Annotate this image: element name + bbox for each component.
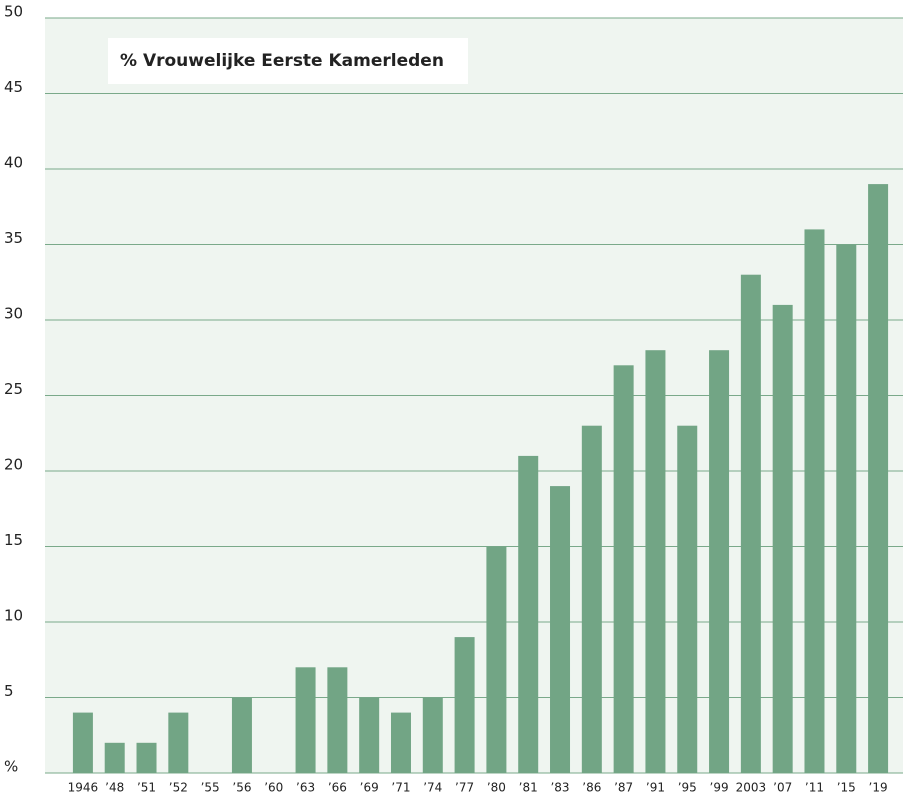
x-tick-label: ’07 — [773, 781, 792, 795]
x-tick-label: ’52 — [169, 781, 188, 795]
y-tick-label: 40 — [4, 154, 23, 172]
y-tick-label: % — [4, 758, 18, 776]
bar — [72, 712, 93, 773]
x-tick-label: ’99 — [710, 781, 729, 795]
bar — [868, 184, 889, 774]
x-tick-label: ’60 — [264, 781, 283, 795]
bar — [677, 425, 698, 773]
x-tick-label: ’80 — [487, 781, 506, 795]
x-tick-label: 1946 — [68, 781, 99, 795]
bar — [422, 697, 443, 773]
bar — [613, 365, 634, 773]
bar — [836, 244, 857, 773]
bar — [550, 486, 571, 773]
bar — [709, 350, 730, 773]
x-tick-label: ’19 — [869, 781, 888, 795]
x-tick-label: ’83 — [550, 781, 569, 795]
y-tick-label: 15 — [4, 531, 23, 549]
bar — [740, 274, 761, 773]
x-tick-label: ’51 — [137, 781, 156, 795]
chart-title: % Vrouwelijke Eerste Kamerleden — [120, 51, 444, 71]
x-tick-label: ’66 — [328, 781, 347, 795]
x-tick-label: ’81 — [519, 781, 538, 795]
y-tick-label: 25 — [4, 380, 23, 398]
x-tick-label: 2003 — [736, 781, 767, 795]
x-tick-label: ’95 — [678, 781, 697, 795]
x-tick-label: ’69 — [360, 781, 379, 795]
x-tick-label: ’71 — [391, 781, 410, 795]
bar — [327, 667, 348, 773]
bar — [168, 712, 189, 773]
x-tick-label: ’74 — [423, 781, 442, 795]
bar — [295, 667, 316, 773]
y-tick-label: 5 — [4, 682, 14, 700]
x-tick-label: ’77 — [455, 781, 474, 795]
y-tick-label: 10 — [4, 607, 23, 625]
x-tick-label: ’55 — [201, 781, 220, 795]
y-tick-label: 20 — [4, 456, 23, 474]
x-tick-label: ’87 — [614, 781, 633, 795]
y-tick-label: 35 — [4, 229, 23, 247]
bar — [136, 742, 157, 773]
x-tick-label: ’91 — [646, 781, 665, 795]
x-tick-label: ’11 — [805, 781, 824, 795]
x-tick-label: ’48 — [105, 781, 124, 795]
bar — [645, 350, 666, 773]
y-tick-label: 30 — [4, 305, 23, 323]
x-tick-label: ’15 — [837, 781, 856, 795]
y-tick-label: 45 — [4, 78, 23, 96]
y-tick-label: 50 — [4, 3, 23, 21]
x-tick-label: ’63 — [296, 781, 315, 795]
bar — [390, 712, 411, 773]
x-tick-label: ’56 — [232, 781, 251, 795]
bar — [581, 425, 602, 773]
x-tick-label: ’86 — [582, 781, 601, 795]
bar — [518, 455, 539, 773]
bar — [359, 697, 380, 773]
bars — [72, 184, 889, 774]
bar — [804, 229, 825, 773]
bar — [486, 546, 507, 773]
title-box — [108, 38, 468, 84]
bar — [772, 304, 793, 773]
bar — [231, 697, 252, 773]
bar — [104, 742, 125, 773]
bar — [454, 637, 475, 773]
